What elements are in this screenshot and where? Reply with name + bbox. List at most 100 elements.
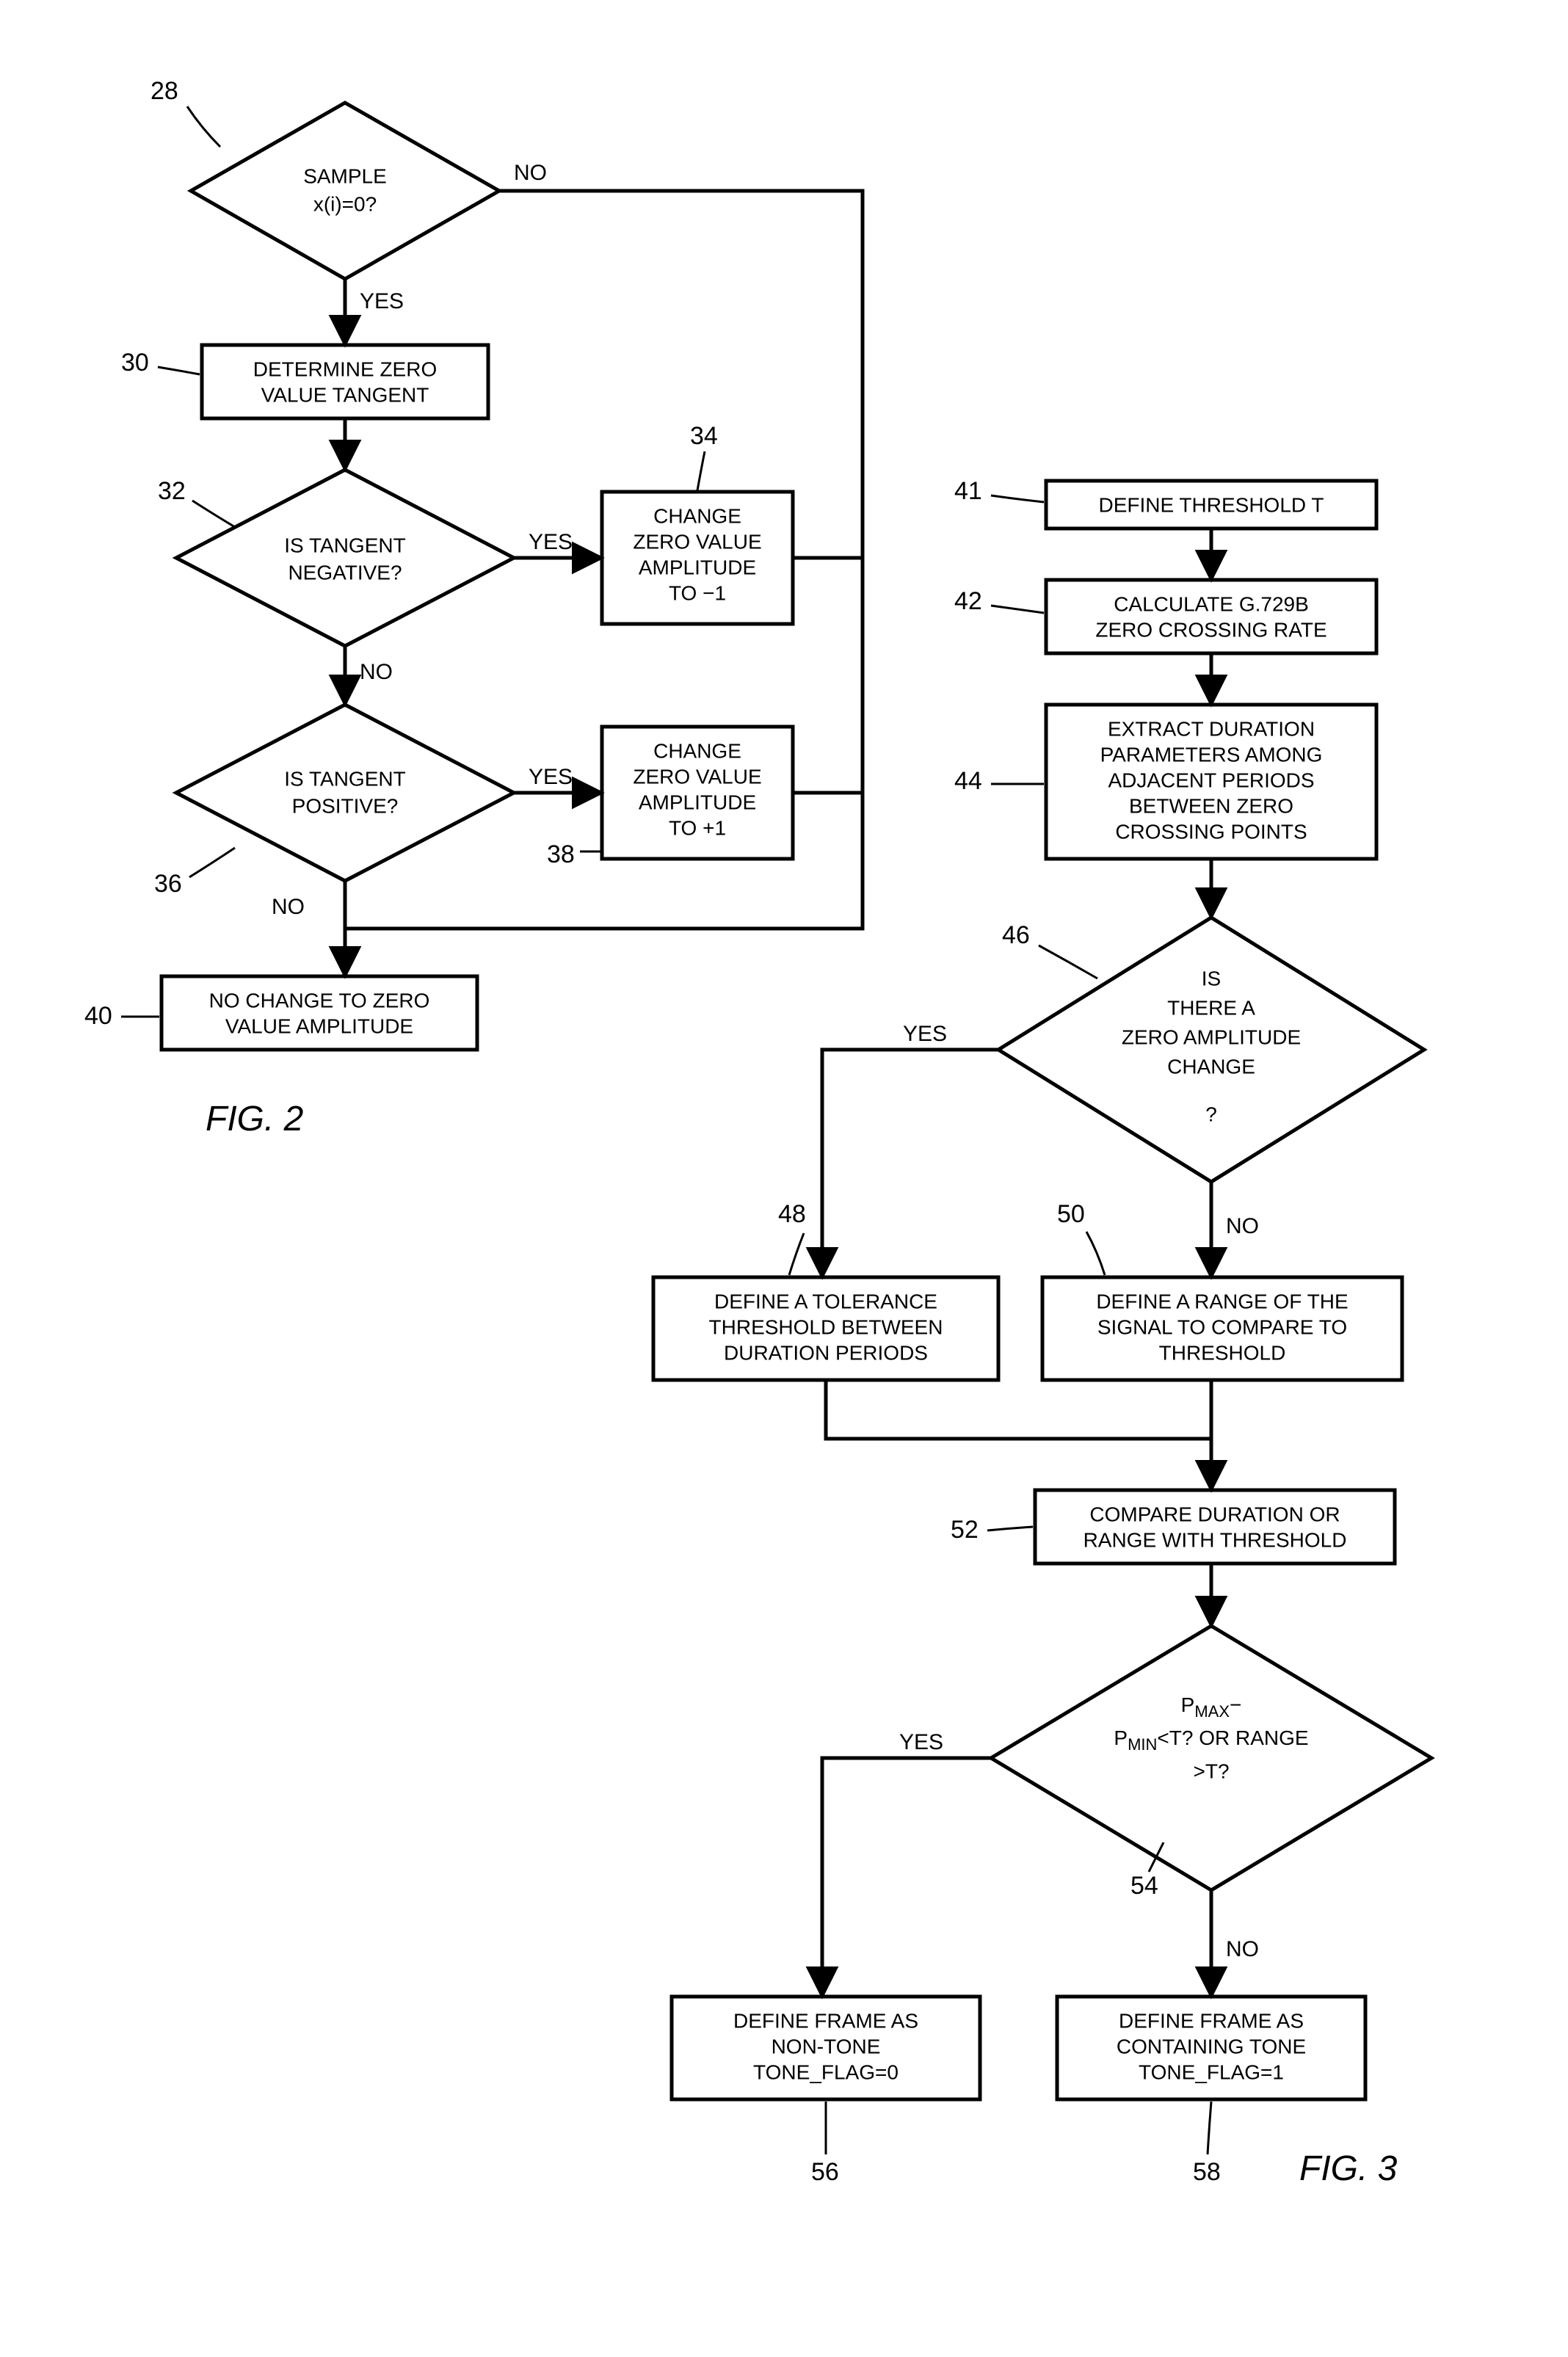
decision-46: IS THERE A ZERO AMPLITUDE CHANGE ? [998, 918, 1424, 1182]
decision-28: SAMPLE x(i)=0? [191, 103, 499, 279]
ref-36-leader [189, 848, 235, 877]
fig3-label: FIG. 3 [1299, 2149, 1398, 2188]
n44-line2: PARAMETERS AMONG [1100, 743, 1323, 766]
n34-line1: CHANGE [653, 504, 741, 527]
n54-line3: >T? [1193, 1759, 1229, 1782]
n46-line2: THERE A [1167, 996, 1255, 1019]
n38-line1: CHANGE [653, 739, 741, 762]
n38-line2: ZERO VALUE [633, 765, 761, 788]
ref-54: 54 [1130, 1872, 1158, 1900]
process-44: EXTRACT DURATION PARAMETERS AMONG ADJACE… [1046, 705, 1376, 859]
process-50: DEFINE A RANGE OF THE SIGNAL TO COMPARE … [1042, 1277, 1402, 1380]
label-46-no: NO [1226, 1214, 1259, 1238]
label-32-no: NO [360, 660, 393, 684]
label-32-yes: YES [529, 530, 573, 554]
n36-line2: POSITIVE? [292, 794, 399, 817]
n56-line3: TONE_FLAG=0 [753, 2060, 899, 2083]
ref-50: 50 [1057, 1200, 1085, 1228]
process-52: COMPARE DURATION OR RANGE WITH THRESHOLD [1035, 1490, 1395, 1564]
ref-54-leader [1149, 1842, 1164, 1872]
ref-36: 36 [154, 870, 182, 898]
n48-line2: THRESHOLD BETWEEN [709, 1315, 943, 1338]
ref-52: 52 [951, 1516, 979, 1544]
n56-line1: DEFINE FRAME AS [733, 2009, 918, 2032]
n56-line2: NON-TONE [772, 2035, 881, 2058]
ref-58-leader [1208, 2102, 1211, 2154]
process-58: DEFINE FRAME AS CONTAINING TONE TONE_FLA… [1057, 1997, 1365, 2099]
ref-28: 28 [150, 77, 178, 105]
n34-line3: AMPLITUDE [639, 556, 756, 578]
n36-line1: IS TANGENT [284, 767, 405, 790]
n28-line2: x(i)=0? [313, 192, 377, 215]
n48-line1: DEFINE A TOLERANCE [714, 1290, 937, 1312]
n44-line5: CROSSING POINTS [1115, 820, 1307, 843]
n34-line4: TO −1 [669, 581, 726, 604]
ref-46-leader [1039, 945, 1097, 978]
n38-line4: TO +1 [669, 816, 726, 839]
label-54-no: NO [1226, 1937, 1259, 1961]
n30-line1: DETERMINE ZERO [253, 357, 437, 380]
ref-52-leader [987, 1527, 1033, 1530]
ref-46: 46 [1002, 921, 1030, 949]
n40-line2: VALUE AMPLITUDE [225, 1014, 413, 1037]
n46-line4: CHANGE [1167, 1055, 1255, 1078]
edge-46-48 [822, 1050, 998, 1277]
n46-line5: ? [1205, 1103, 1217, 1125]
ref-48-leader [789, 1233, 804, 1275]
label-28-no: NO [514, 161, 547, 185]
n50-line1: DEFINE A RANGE OF THE [1096, 1290, 1348, 1312]
ref-42: 42 [954, 587, 982, 615]
process-48: DEFINE A TOLERANCE THRESHOLD BETWEEN DUR… [653, 1277, 998, 1380]
n50-line3: THRESHOLD [1159, 1341, 1286, 1364]
ref-48: 48 [778, 1200, 806, 1228]
decision-54: PMAX− PMIN<T? OR RANGE >T? [991, 1626, 1431, 1890]
ref-34: 34 [690, 422, 718, 450]
label-36-no: NO [272, 895, 305, 919]
n54-pmin: PMIN<T? OR RANGE [1114, 1726, 1308, 1753]
n30-line2: VALUE TANGENT [261, 383, 429, 406]
ref-28-leader [187, 106, 220, 147]
decision-32: IS TANGENT NEGATIVE? [176, 470, 514, 646]
label-54-yes: YES [899, 1730, 943, 1754]
label-46-yes: YES [903, 1022, 947, 1046]
ref-44: 44 [954, 767, 982, 795]
process-40: NO CHANGE TO ZERO VALUE AMPLITUDE [161, 976, 477, 1050]
label-36-yes: YES [529, 765, 573, 789]
process-34: CHANGE ZERO VALUE AMPLITUDE TO −1 [602, 492, 793, 624]
n41-line1: DEFINE THRESHOLD T [1098, 493, 1324, 516]
ref-30: 30 [121, 349, 149, 377]
ref-32-leader [192, 501, 235, 527]
n58-line2: CONTAINING TONE [1117, 2035, 1306, 2058]
ref-56: 56 [811, 2158, 839, 2186]
n44-line1: EXTRACT DURATION [1108, 717, 1315, 740]
process-30: DETERMINE ZERO VALUE TANGENT [202, 345, 488, 418]
n50-line2: SIGNAL TO COMPARE TO [1097, 1315, 1347, 1338]
ref-41-leader [991, 495, 1044, 502]
n44-line3: ADJACENT PERIODS [1108, 769, 1314, 791]
ref-58: 58 [1193, 2158, 1221, 2186]
n48-line3: DURATION PERIODS [724, 1341, 928, 1364]
n44-line4: BETWEEN ZERO [1129, 794, 1293, 817]
edge-54-56 [822, 1758, 991, 1997]
label-28-yes: YES [360, 289, 404, 313]
n42-line2: ZERO CROSSING RATE [1095, 618, 1326, 641]
n52-line1: COMPARE DURATION OR [1089, 1503, 1340, 1525]
n34-line2: ZERO VALUE [633, 530, 761, 553]
n28-line1: SAMPLE [303, 164, 387, 187]
process-42: CALCULATE G.729B ZERO CROSSING RATE [1046, 580, 1376, 653]
ref-30-leader [158, 367, 200, 374]
n32-line1: IS TANGENT [284, 534, 405, 556]
process-38: CHANGE ZERO VALUE AMPLITUDE TO +1 [602, 727, 793, 859]
ref-38: 38 [547, 840, 575, 868]
n46-line3: ZERO AMPLITUDE [1122, 1025, 1301, 1048]
ref-34-leader [697, 451, 705, 490]
ref-50-leader [1086, 1232, 1105, 1275]
ref-40: 40 [84, 1002, 112, 1030]
n58-line1: DEFINE FRAME AS [1119, 2009, 1304, 2032]
n58-line3: TONE_FLAG=1 [1139, 2060, 1284, 2083]
process-56: DEFINE FRAME AS NON-TONE TONE_FLAG=0 [672, 1997, 980, 2099]
process-41: DEFINE THRESHOLD T [1046, 481, 1376, 529]
edge-48-merge [826, 1380, 1211, 1439]
ref-32: 32 [158, 477, 186, 505]
ref-42-leader [991, 606, 1044, 613]
